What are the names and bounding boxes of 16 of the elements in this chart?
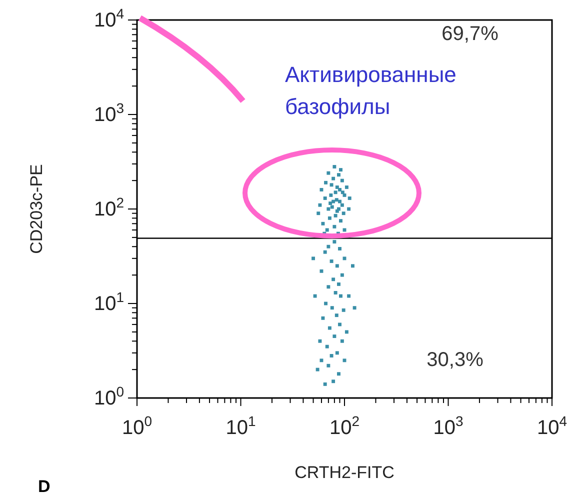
x-tick-label: 10$^{0}$: [122, 413, 152, 440]
y-tick-label: 10$^{4}$: [94, 5, 124, 32]
annotation: 30,3%: [426, 349, 484, 371]
x-tick-label: 10$^{1}$: [226, 413, 256, 440]
x-tick-label: 10$^{2}$: [329, 413, 360, 440]
y-tick-label: 10$^{1}$: [94, 288, 124, 315]
text: D: [38, 477, 50, 496]
y-tick-label: 10$^{3}$: [94, 100, 124, 126]
y-axis-title: CD203c-PE: [27, 164, 46, 254]
annotation: 69,7%: [442, 23, 499, 45]
y-tick-label: 10$^{2}$: [94, 194, 124, 220]
x-tick-label: 10$^{4}$: [536, 413, 568, 440]
annotation: Активированные базофилы: [285, 62, 456, 119]
y-tick-label: 10$^{0}$: [94, 383, 124, 410]
x-tick-label: 10$^{3}$: [433, 413, 464, 440]
x-axis-title: CRTH2-FITC: [294, 463, 394, 482]
